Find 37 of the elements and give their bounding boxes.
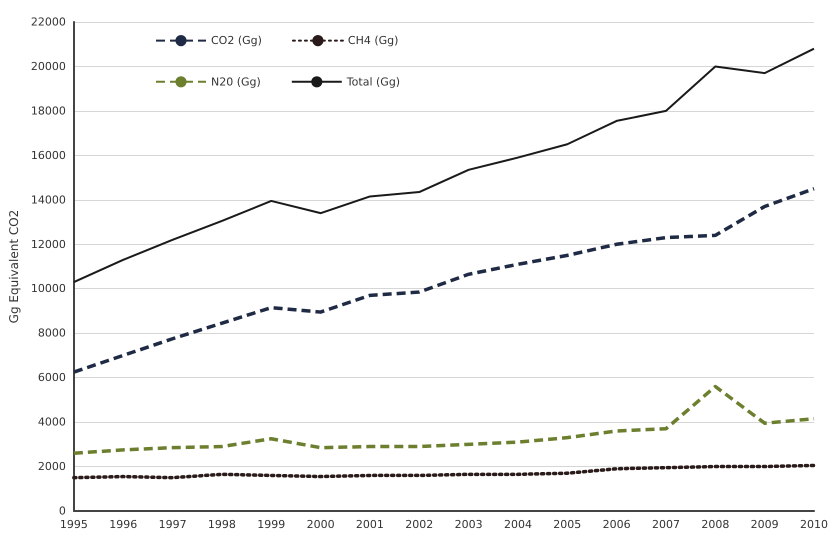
x-tick-label: 1999 (257, 518, 286, 531)
y-tick-label: 10000 (30, 282, 66, 296)
x-tick-label: 1998 (208, 518, 236, 531)
y-tick-label: 6000 (38, 371, 66, 384)
x-tick-label: 2008 (701, 518, 730, 531)
line-series (72, 48, 815, 284)
legend-label: CH4 (Gg) (348, 34, 398, 48)
x-tick-label: 2001 (356, 518, 384, 531)
line-series (72, 464, 816, 480)
y-tick-label: 16000 (30, 148, 66, 162)
y-tick-label: 0 (58, 504, 66, 518)
x-tick-label: 1995 (60, 518, 88, 531)
x-tick-label: 1996 (109, 518, 138, 531)
y-tick-label: 20000 (30, 60, 66, 73)
y-tick-label: 2000 (38, 460, 66, 474)
y-tick-label: 22000 (30, 16, 66, 28)
y-tick-label: 12000 (30, 238, 66, 251)
y-tick-label: 8000 (38, 326, 66, 340)
line-series (72, 384, 816, 455)
x-tick-label: 2010 (800, 518, 828, 531)
x-tick-label: 2006 (602, 518, 631, 531)
legend-label: Total (Gg) (346, 75, 400, 88)
y-tick-label: 14000 (30, 193, 66, 206)
x-tick-label: 2009 (750, 518, 779, 531)
line-series (72, 186, 816, 374)
x-tick-label: 2000 (306, 518, 335, 531)
y-tick-label: 4000 (38, 416, 66, 429)
x-tick-label: 2004 (504, 518, 532, 531)
x-tick-label: 2007 (652, 518, 680, 531)
x-tick-label: 2002 (405, 518, 434, 531)
y-axis-title: Gg Equivalent CO2 (7, 210, 21, 324)
x-tick-label: 2005 (553, 518, 582, 531)
x-tick-label: 1997 (158, 518, 187, 531)
legend-label: CO2 (Gg) (211, 34, 262, 48)
y-tick-label: 18000 (30, 104, 66, 118)
x-tick-label: 2003 (454, 518, 483, 531)
legend-label: N20 (Gg) (211, 75, 261, 88)
